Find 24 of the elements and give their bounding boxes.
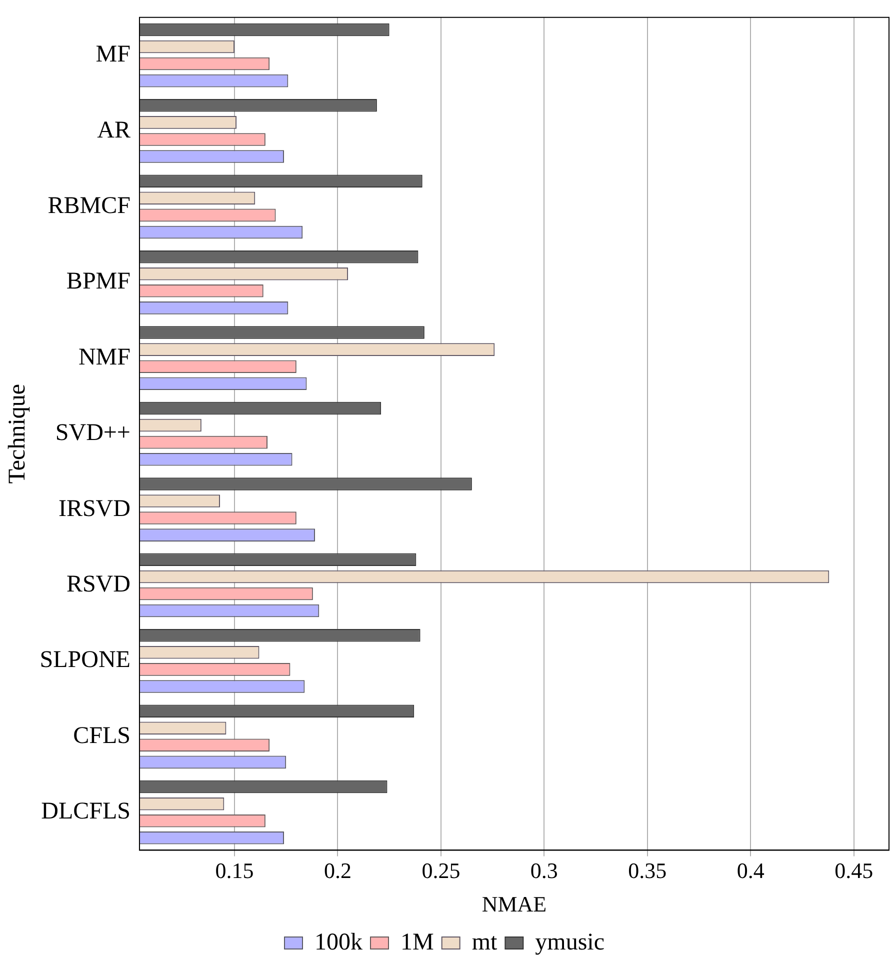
y-tick-label: RBMCF [48,192,130,219]
x-tick-label: 0.4 [736,858,764,884]
x-tick-label: 0.3 [530,858,558,884]
y-tick-label: DLCFLS [41,798,130,825]
x-tick-label: 0.35 [628,858,667,884]
x-axis-title: NMAE [482,892,547,917]
y-tick-label: IRSVD [58,496,130,522]
legend-label: ymusic [535,929,604,956]
y-tick-label: MF [96,42,130,68]
x-tick-label: 0.15 [215,858,254,884]
y-tick-label: CFLS [73,722,130,749]
legend-label: 1M [400,929,434,956]
y-tick-label: SLPONE [40,647,130,674]
y-tick-label: BPMF [66,268,130,295]
y-axis-title: Technique [4,384,31,484]
x-tick-label: 0.25 [422,858,460,884]
y-tick-label: RSVD [66,572,130,598]
legend-label: mt [472,929,498,956]
y-tick-label: AR [97,117,130,144]
x-tick-label: 0.2 [324,858,352,884]
x-tick-label: 0.45 [834,858,874,884]
legend-label: 100k [314,929,362,956]
y-tick-label: NMF [78,344,130,370]
y-tick-label: SVD++ [55,420,130,446]
